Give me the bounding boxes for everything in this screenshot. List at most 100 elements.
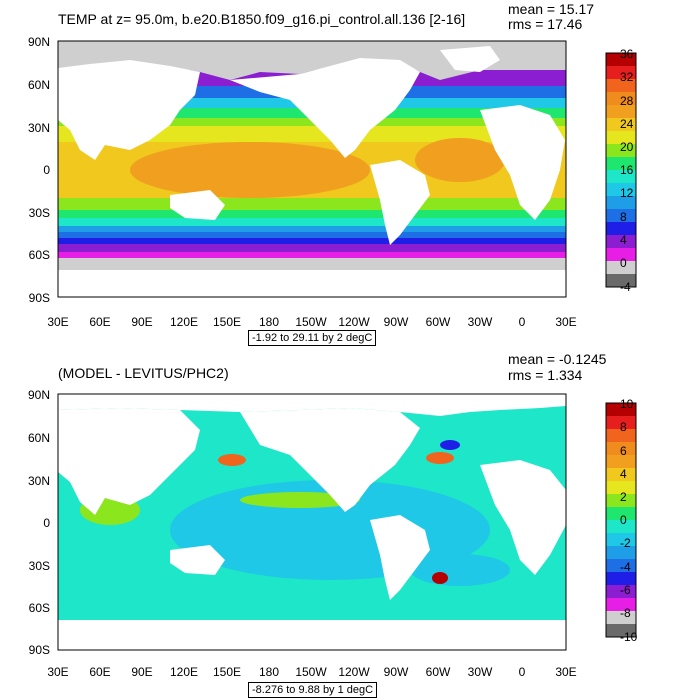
band-14c-south — [58, 218, 566, 228]
africa-land — [480, 105, 565, 220]
lon-label: 30E — [555, 315, 577, 329]
lat-label: 30N — [27, 121, 50, 135]
south-america-land — [370, 515, 430, 600]
lon-label: 60W — [425, 315, 451, 329]
lon-label: 180 — [258, 315, 280, 329]
lon-label: 90E — [131, 315, 153, 329]
eurasia-land — [58, 408, 200, 515]
map-title: (MODEL - LEVITUS/PHC2) — [58, 365, 229, 381]
colorbar-swatch — [606, 170, 636, 184]
rms-value: rms = 1.334 — [508, 367, 583, 383]
lon-label: 30E — [555, 665, 577, 679]
colorbar-swatch — [606, 494, 636, 508]
colorbar-swatch — [606, 131, 636, 145]
colorbar-tick: 8 — [620, 420, 627, 434]
colorbar-swatch — [606, 468, 636, 482]
atlantic-warm — [415, 138, 505, 182]
colorbar-swatch — [606, 585, 636, 599]
lat-label: 60S — [28, 601, 50, 615]
lon-label: 0 — [518, 315, 526, 329]
map-frame — [57, 393, 567, 651]
warm-pool — [130, 142, 370, 198]
difference-map-svg — [57, 393, 567, 651]
australia-land — [170, 190, 225, 220]
colorbar-swatch — [606, 157, 636, 171]
band-20c — [58, 118, 566, 128]
australia-land — [170, 545, 225, 575]
greenland-land — [440, 46, 500, 72]
lon-label: 150W — [295, 315, 327, 329]
gulf-stream-anomaly — [426, 452, 454, 464]
lat-label: 30S — [28, 559, 50, 573]
colorbar-swatch — [606, 105, 636, 119]
colorbar-swatch — [606, 235, 636, 249]
colorbar-swatch — [606, 248, 636, 262]
lon-label: 60E — [89, 665, 111, 679]
colorbar-tick: 24 — [620, 117, 634, 131]
lat-label: 30N — [27, 474, 50, 488]
contour-range-label: -8.276 to 9.88 by 1 degC — [248, 682, 378, 698]
lon-label: 90W — [383, 315, 409, 329]
lon-label: 60W — [425, 665, 451, 679]
contour-range-label: -1.92 to 29.11 by 2 degC — [248, 330, 377, 346]
colorbar-swatch — [606, 403, 636, 417]
colorbar-tick: -4 — [620, 280, 631, 294]
colorbar-swatch — [606, 572, 636, 586]
colorbar-swatch — [606, 79, 636, 93]
colorbar-tick: 2 — [620, 490, 627, 504]
lat-label: 60N — [27, 78, 50, 92]
warm-anomaly — [240, 492, 360, 508]
lon-label: 30W — [467, 315, 493, 329]
colorbar-tick: 4 — [620, 233, 627, 247]
brazil-malvinas-anomaly — [432, 572, 448, 584]
colorbar-swatch — [606, 183, 636, 197]
colorbar-swatch — [606, 416, 636, 430]
colorbar-frame — [605, 52, 637, 288]
band-2c-south — [58, 244, 566, 254]
colorbar-swatch — [606, 455, 636, 469]
colorbar-swatch — [606, 624, 636, 638]
lon-label: 90W — [383, 665, 409, 679]
colorbar-swatch — [606, 144, 636, 158]
colorbar-tick: -10 — [620, 630, 638, 644]
lat-label: 60S — [28, 248, 50, 262]
lat-label: 60N — [27, 431, 50, 445]
colorbar-tick: 28 — [620, 94, 634, 108]
arctic-ice — [58, 41, 566, 80]
lon-label: 150E — [212, 315, 242, 329]
band-8c-south — [58, 232, 566, 240]
colorbar-swatch — [606, 533, 636, 547]
colorbar-swatch — [606, 196, 636, 210]
antarctica-land — [58, 620, 566, 650]
north-america-land — [230, 58, 420, 158]
difference-map-panel: (MODEL - LEVITUS/PHC2) mean = -0.1245 rm… — [0, 350, 700, 700]
colorbar-swatch — [606, 222, 636, 236]
colorbar-tick: -8 — [620, 606, 631, 620]
colorbar-swatch — [606, 520, 636, 534]
colorbar-tick: 0 — [620, 513, 627, 527]
colorbar-swatch — [606, 429, 636, 443]
temperature-map-panel: TEMP at z= 95.0m, b.e20.B1850.f09_g16.pi… — [27, 1, 637, 346]
cold-anomaly — [440, 440, 460, 450]
colorbar-swatch — [606, 507, 636, 521]
lon-label: 90E — [131, 665, 153, 679]
colorbar-swatch — [606, 611, 636, 625]
colorbar-tick: -2 — [620, 536, 631, 550]
lon-label: 30E — [47, 665, 69, 679]
colorbar-swatch — [606, 209, 636, 223]
africa-land — [480, 460, 566, 575]
colorbar-tick: -6 — [620, 583, 631, 597]
mean-value: mean = 15.17 — [508, 1, 595, 17]
colorbar-swatch — [606, 118, 636, 132]
colorbar-tick: 0 — [620, 256, 627, 270]
colorbar — [605, 52, 637, 288]
colorbar-swatch — [606, 53, 636, 67]
colorbar-swatch — [606, 442, 636, 456]
colorbar-swatch — [606, 66, 636, 80]
band-10c-south — [58, 226, 566, 234]
temperature-map-svg — [57, 40, 567, 298]
mean-value: mean = -0.1245 — [508, 351, 607, 367]
north-america-land — [240, 408, 420, 512]
lat-label: 0 — [43, 163, 50, 177]
lon-label: 120E — [169, 665, 199, 679]
